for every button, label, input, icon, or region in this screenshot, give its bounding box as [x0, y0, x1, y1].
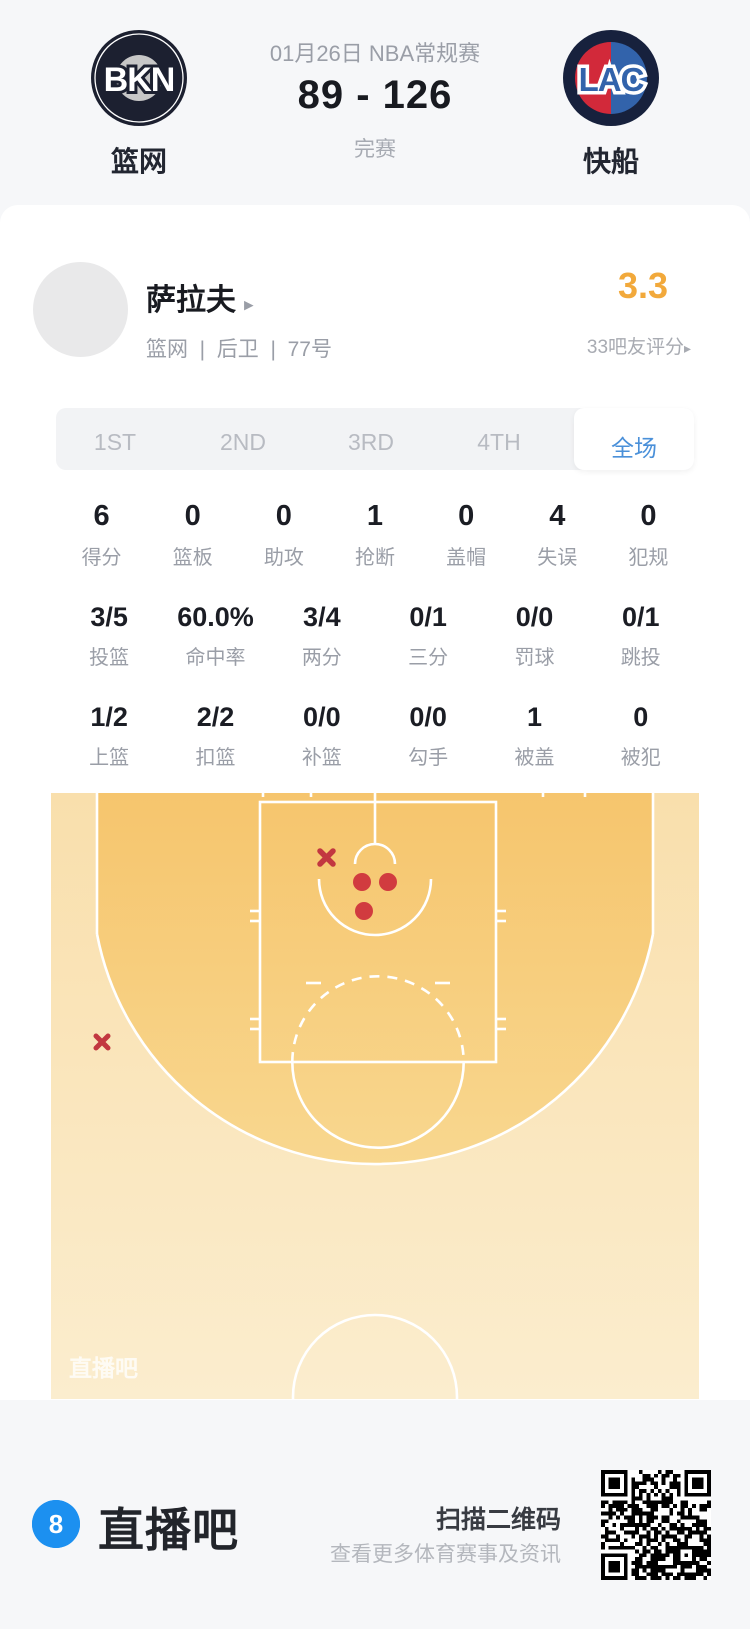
- svg-text:LAC: LAC: [579, 61, 644, 98]
- svg-text:BKN: BKN: [104, 61, 175, 99]
- svg-text:直播吧: 直播吧: [69, 1355, 138, 1381]
